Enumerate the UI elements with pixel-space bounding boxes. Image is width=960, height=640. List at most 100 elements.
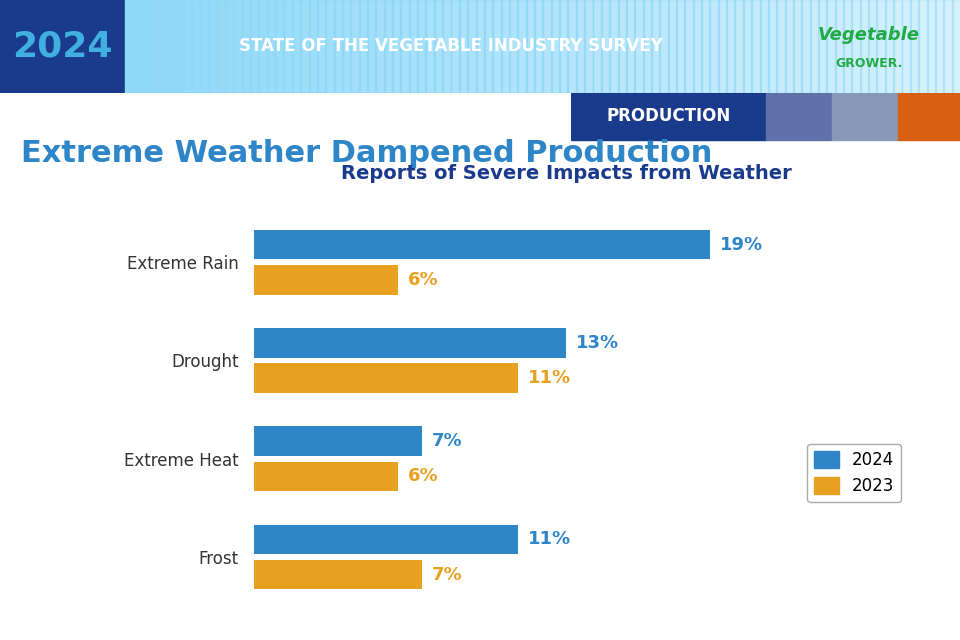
Bar bbox=[254, 230, 710, 259]
Bar bbox=[317, 0, 326, 93]
Bar bbox=[918, 0, 927, 93]
Bar bbox=[802, 0, 810, 93]
Text: STATE OF THE VEGETABLE INDUSTRY SURVEY: STATE OF THE VEGETABLE INDUSTRY SURVEY bbox=[239, 37, 663, 56]
Bar bbox=[434, 0, 444, 93]
Bar bbox=[254, 364, 518, 393]
Bar bbox=[571, 93, 765, 140]
Bar bbox=[610, 0, 618, 93]
Bar bbox=[350, 0, 360, 93]
Bar bbox=[551, 0, 560, 93]
Bar bbox=[517, 0, 527, 93]
Bar bbox=[254, 525, 518, 554]
Bar bbox=[576, 0, 586, 93]
Bar bbox=[684, 0, 694, 93]
Bar bbox=[417, 0, 426, 93]
Bar bbox=[901, 0, 911, 93]
Bar bbox=[626, 0, 636, 93]
Bar bbox=[759, 0, 769, 93]
Bar bbox=[926, 0, 936, 93]
Bar bbox=[400, 0, 410, 93]
Bar bbox=[492, 0, 501, 93]
Bar bbox=[254, 328, 566, 358]
Bar bbox=[254, 461, 398, 491]
Bar bbox=[254, 265, 398, 294]
Bar bbox=[334, 0, 343, 93]
Bar bbox=[852, 0, 861, 93]
Text: 6%: 6% bbox=[408, 467, 439, 485]
Bar bbox=[843, 0, 852, 93]
Bar bbox=[898, 93, 960, 140]
Bar bbox=[325, 0, 334, 93]
Bar bbox=[642, 0, 652, 93]
Bar bbox=[484, 0, 493, 93]
Bar bbox=[217, 0, 226, 93]
Bar bbox=[367, 0, 376, 93]
Bar bbox=[617, 0, 627, 93]
Bar bbox=[459, 0, 468, 93]
Bar bbox=[777, 0, 785, 93]
Bar bbox=[292, 0, 301, 93]
Bar bbox=[793, 0, 803, 93]
Bar bbox=[267, 0, 276, 93]
Bar bbox=[375, 0, 385, 93]
Bar bbox=[242, 0, 252, 93]
Text: 2024: 2024 bbox=[12, 29, 112, 63]
Bar bbox=[668, 0, 677, 93]
Bar bbox=[651, 0, 660, 93]
Bar bbox=[751, 0, 760, 93]
Bar bbox=[944, 0, 952, 93]
Bar bbox=[208, 0, 218, 93]
Text: Extreme Weather Dampened Production: Extreme Weather Dampened Production bbox=[21, 139, 712, 168]
Bar bbox=[765, 93, 831, 140]
Bar bbox=[709, 0, 719, 93]
Bar bbox=[125, 0, 134, 93]
Text: GROWER.: GROWER. bbox=[835, 56, 902, 70]
Bar bbox=[635, 0, 643, 93]
Bar bbox=[175, 0, 184, 93]
Bar bbox=[734, 0, 744, 93]
Bar bbox=[526, 0, 535, 93]
Bar bbox=[835, 0, 844, 93]
Title: Reports of Severe Impacts from Weather: Reports of Severe Impacts from Weather bbox=[341, 164, 792, 183]
Bar bbox=[885, 0, 894, 93]
Text: 11%: 11% bbox=[528, 369, 571, 387]
Bar bbox=[468, 0, 476, 93]
Bar bbox=[158, 0, 167, 93]
Bar bbox=[225, 0, 234, 93]
Bar bbox=[141, 0, 151, 93]
Bar bbox=[768, 0, 778, 93]
Bar bbox=[542, 0, 552, 93]
Bar bbox=[809, 0, 819, 93]
Bar bbox=[254, 560, 422, 589]
Bar bbox=[254, 426, 422, 456]
Bar bbox=[501, 0, 510, 93]
Legend: 2024, 2023: 2024, 2023 bbox=[807, 444, 901, 502]
Bar bbox=[192, 0, 201, 93]
Bar bbox=[233, 0, 243, 93]
Text: Vegetable: Vegetable bbox=[818, 26, 920, 44]
Text: 19%: 19% bbox=[720, 236, 763, 253]
Bar bbox=[567, 0, 577, 93]
Text: 6%: 6% bbox=[408, 271, 439, 289]
Bar bbox=[0, 0, 125, 93]
Bar bbox=[726, 0, 735, 93]
Bar bbox=[893, 0, 902, 93]
Bar bbox=[818, 0, 828, 93]
Bar bbox=[831, 93, 898, 140]
Bar bbox=[676, 0, 685, 93]
Bar bbox=[475, 0, 485, 93]
Bar bbox=[860, 0, 869, 93]
Bar bbox=[559, 0, 568, 93]
Bar bbox=[276, 0, 284, 93]
Text: 11%: 11% bbox=[528, 531, 571, 548]
Bar bbox=[935, 0, 945, 93]
Bar bbox=[743, 0, 753, 93]
Bar bbox=[342, 0, 351, 93]
Bar bbox=[827, 0, 835, 93]
Bar bbox=[200, 0, 209, 93]
Bar bbox=[258, 0, 268, 93]
Text: 13%: 13% bbox=[576, 334, 619, 352]
Bar bbox=[133, 0, 142, 93]
Bar bbox=[384, 0, 393, 93]
Bar bbox=[283, 0, 293, 93]
